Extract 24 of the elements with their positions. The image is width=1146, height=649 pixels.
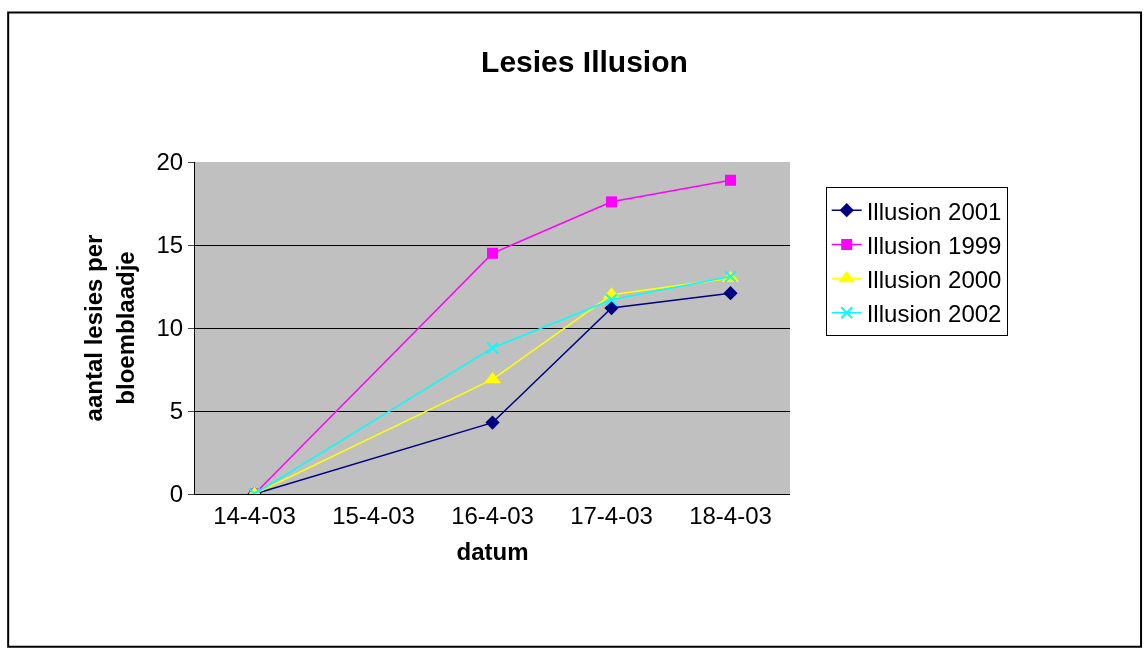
x-tick-label: 15-4-03 bbox=[332, 501, 415, 529]
point bbox=[723, 285, 738, 301]
y-axis-title: aantal lesies per bloemblaadje bbox=[80, 234, 139, 422]
y-tick-label: 10 bbox=[156, 314, 184, 342]
x-tick-label: 18-4-03 bbox=[689, 501, 772, 529]
x-tick-label: 17-4-03 bbox=[570, 501, 653, 529]
y-tick-label: 20 bbox=[156, 148, 184, 176]
point bbox=[487, 247, 498, 259]
point bbox=[486, 341, 499, 355]
point bbox=[725, 174, 736, 186]
y-tick-label: 0 bbox=[169, 480, 184, 508]
point bbox=[605, 293, 618, 307]
legend-label: Illusion 1999 bbox=[866, 231, 1002, 259]
point bbox=[606, 196, 617, 208]
x-axis-title: datum bbox=[456, 538, 529, 566]
legend-label: Illusion 2002 bbox=[866, 300, 1002, 328]
legend-label: Illusion 2001 bbox=[866, 197, 1002, 225]
legend-label: Illusion 2000 bbox=[866, 265, 1002, 293]
x-tick-label: 14-4-03 bbox=[213, 501, 296, 529]
y-tick-label: 15 bbox=[156, 231, 184, 259]
point bbox=[604, 300, 619, 316]
chart-title: Lesies Illusion bbox=[481, 45, 688, 79]
x-tick-label: 16-4-03 bbox=[451, 501, 534, 529]
y-tick-label: 5 bbox=[169, 397, 184, 425]
